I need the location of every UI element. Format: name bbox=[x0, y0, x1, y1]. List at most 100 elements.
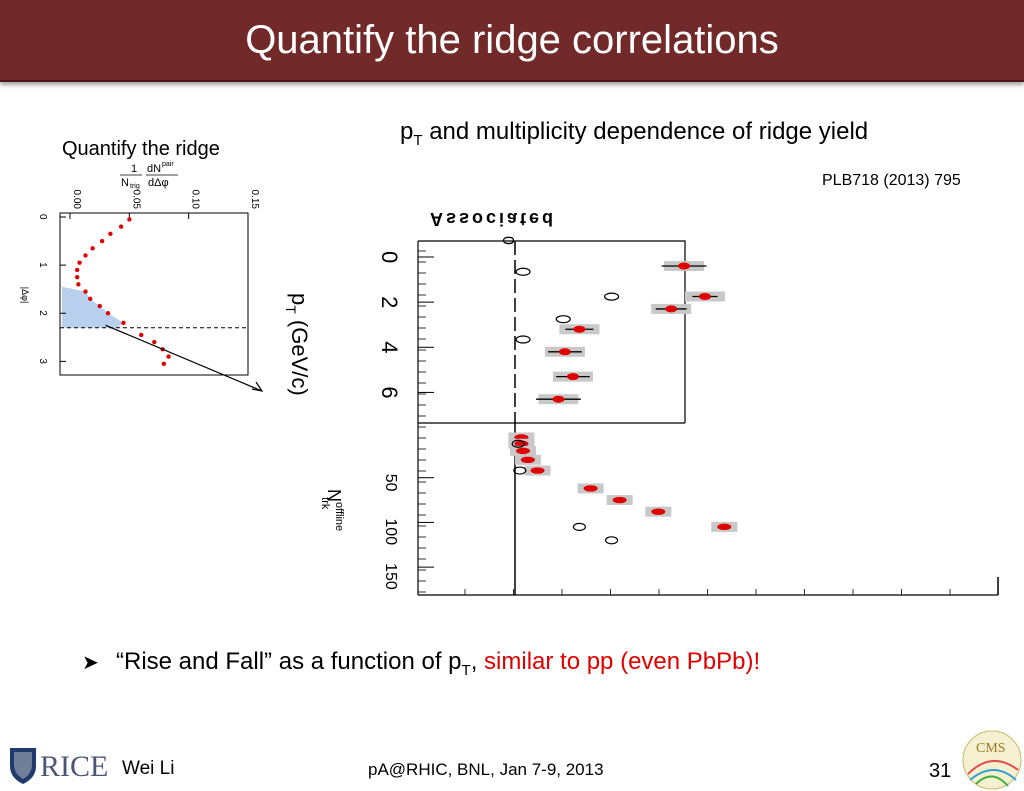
left-data-point bbox=[166, 354, 171, 359]
ridge-arrow-head bbox=[251, 381, 264, 392]
ytitle-num: 1 bbox=[131, 163, 137, 175]
left-data-point bbox=[152, 339, 157, 345]
n-data-point bbox=[651, 508, 666, 515]
n-tick-label: 50 bbox=[382, 474, 399, 492]
left-data-point bbox=[74, 267, 80, 273]
left-xtick-label: 3 bbox=[37, 358, 48, 364]
page-number: 31 bbox=[929, 760, 952, 782]
left-plot: 1 N trig dN pair dΔφ 0.00 0.05 0.10 0.15 0 1 2… bbox=[20, 161, 264, 392]
pt-tick-label: 6 bbox=[377, 386, 402, 398]
right-header-text: Associated bbox=[430, 209, 556, 229]
heading-suffix: and multiplicity dependence of ridge yie… bbox=[422, 118, 869, 145]
rice-logo: RICE bbox=[10, 748, 108, 784]
pt-open-marker bbox=[604, 292, 620, 301]
left-data-point bbox=[127, 217, 132, 222]
footer-conference: pA@RHIC, BNL, Jan 7-9, 2013 bbox=[368, 760, 604, 779]
heading: pT and multiplicity dependence of ridge … bbox=[400, 118, 868, 149]
left-xtick-label: 2 bbox=[37, 310, 48, 316]
left-data-point bbox=[161, 361, 167, 366]
pt-tick-label: 4 bbox=[377, 341, 402, 353]
bullet-red-text: similar to pp (even PbPb)! bbox=[484, 648, 761, 675]
title-bar: Quantify the ridge correlations bbox=[0, 0, 1024, 82]
pt-data-point bbox=[558, 348, 571, 356]
n-open-marker bbox=[511, 439, 525, 448]
left-data-point bbox=[76, 282, 81, 287]
heading-sub: T bbox=[413, 131, 423, 149]
left-data-point bbox=[108, 231, 113, 237]
n-open-marker bbox=[605, 536, 619, 545]
ridge-arrow-line bbox=[105, 324, 263, 392]
n-data-point bbox=[520, 456, 535, 464]
left-data-point bbox=[99, 238, 105, 244]
left-plot-body: 0.00 0.05 0.10 0.15 0 1 2 3 |Δφ| bbox=[20, 190, 264, 392]
left-data-point bbox=[97, 303, 102, 309]
left-data-point bbox=[77, 260, 82, 265]
pt-tick-label: 0 bbox=[377, 251, 402, 263]
bullet-arrow-icon: ➤ bbox=[82, 652, 99, 674]
n-data-point bbox=[516, 447, 531, 455]
pt-tick-label: 2 bbox=[377, 296, 402, 308]
n-data-point bbox=[717, 523, 732, 531]
left-xaxis-label: |Δφ| bbox=[20, 287, 30, 304]
cms-logo-text: CMS bbox=[976, 741, 1006, 756]
ridge-shade bbox=[62, 286, 124, 328]
bullet-item: ➤ “Rise and Fall” as a function of pT, si… bbox=[82, 648, 760, 679]
pt-open-marker bbox=[515, 335, 531, 344]
left-data-point bbox=[121, 320, 126, 326]
left-ytick-label: 0.10 bbox=[190, 190, 201, 210]
n-axis-sub: trk bbox=[319, 497, 331, 510]
left-data-point bbox=[139, 332, 144, 338]
cms-logo: CMS bbox=[962, 730, 1022, 790]
pt-data-point bbox=[665, 305, 678, 313]
left-ytick-label: 0.15 bbox=[249, 190, 260, 210]
left-data-point bbox=[83, 289, 88, 294]
pt-data-point bbox=[566, 373, 579, 381]
left-xtick-label: 1 bbox=[37, 262, 48, 268]
left-ytick-label: 0.05 bbox=[130, 190, 141, 210]
left-plot-frame bbox=[59, 212, 249, 376]
left-data-point bbox=[105, 311, 111, 316]
left-caption: Quantify the ridge bbox=[62, 138, 220, 160]
pt-data-point bbox=[678, 262, 691, 270]
left-plot-ytitle: 1 N trig dN pair dΔφ bbox=[120, 161, 178, 190]
pt-axis-label: pT (GeV/c) bbox=[283, 293, 312, 396]
pt-axis-unit: (GeV/c) bbox=[287, 314, 312, 396]
pt-data-point bbox=[552, 395, 565, 403]
ytitle-frac2-num: dN bbox=[147, 163, 161, 175]
pt-open-marker bbox=[515, 267, 531, 276]
heading-prefix: p bbox=[400, 118, 414, 145]
n-open-marker bbox=[513, 466, 527, 475]
footer-author: Wei Li bbox=[122, 758, 175, 779]
n-data-point bbox=[583, 485, 598, 492]
citation: PLB718 (2013) 795 bbox=[822, 172, 961, 189]
left-data-point bbox=[83, 253, 88, 258]
n-tick-label: 100 bbox=[382, 518, 399, 545]
bullet-sub: T bbox=[461, 661, 471, 679]
left-data-point bbox=[74, 274, 80, 280]
n-tick-label: 150 bbox=[382, 563, 399, 590]
left-ytick-label: 0.00 bbox=[71, 190, 82, 210]
rice-logo-text: RICE bbox=[40, 750, 108, 783]
ytitle-frac2-sup: pair bbox=[162, 161, 174, 168]
pt-axis-sub: T bbox=[283, 305, 299, 314]
left-xtick-label: 0 bbox=[37, 214, 48, 220]
slide-title: Quantify the ridge correlations bbox=[245, 18, 779, 62]
bullet-text2: , bbox=[470, 648, 485, 675]
n-axis-n: N bbox=[324, 489, 344, 502]
ytitle-frac2-den: dΔφ bbox=[148, 177, 169, 189]
pt-data-point bbox=[573, 325, 586, 333]
n-data-point bbox=[530, 467, 545, 474]
ytitle-den-sub: trig bbox=[130, 183, 140, 190]
right-top-frame bbox=[418, 240, 686, 423]
n-axis-label: Nofflinetrk bbox=[319, 489, 345, 531]
bullet-text1: “Rise and Fall” as a function of p bbox=[116, 648, 462, 675]
pt-axis-p: p bbox=[287, 293, 312, 305]
n-axis-sup: offline bbox=[333, 502, 345, 531]
left-data-point bbox=[88, 296, 93, 302]
n-data-point bbox=[514, 440, 529, 447]
n-data-point bbox=[612, 496, 627, 504]
ytitle-den: N bbox=[121, 177, 129, 189]
n-open-marker bbox=[572, 522, 586, 531]
